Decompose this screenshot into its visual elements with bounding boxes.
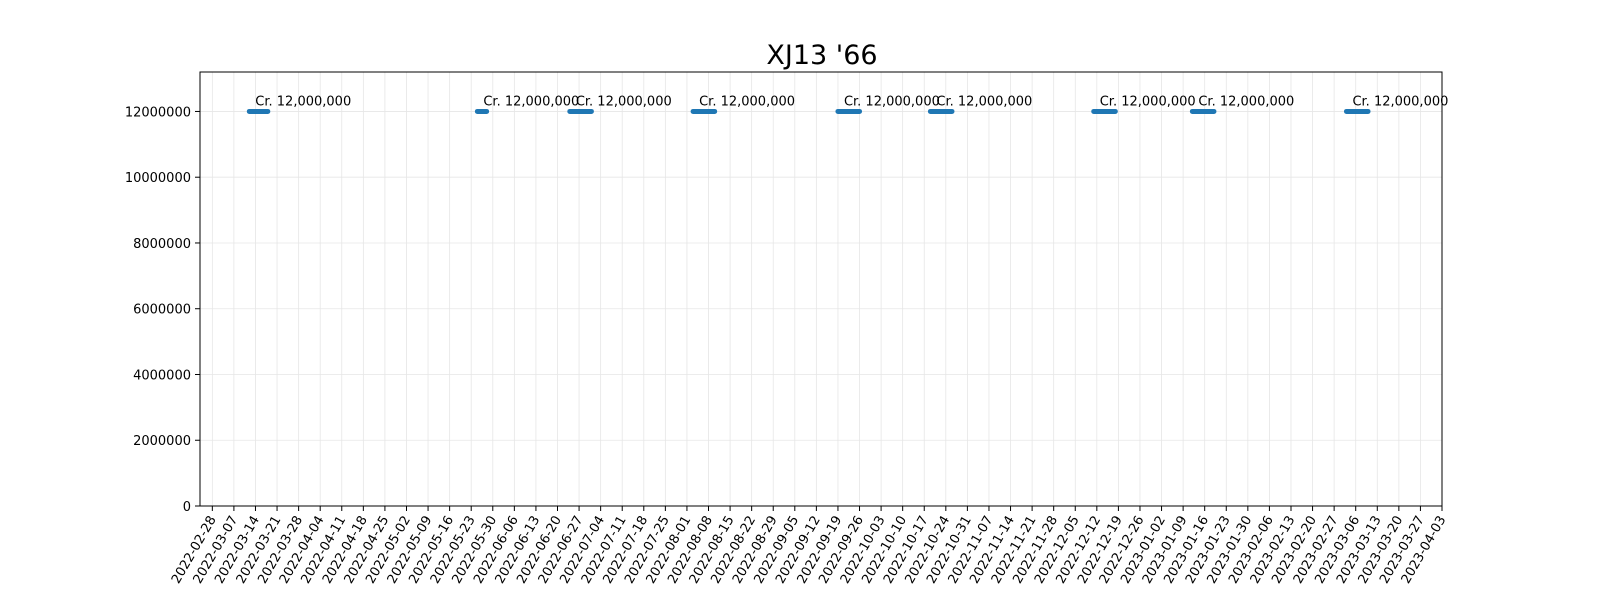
y-tick-label: 8000000 [133,237,191,252]
y-tick-label: 4000000 [133,368,191,383]
grid [200,72,1443,507]
data-label: Cr. 12,000,000 [576,94,672,109]
y-tick-label: 2000000 [133,434,191,449]
data-label: Cr. 12,000,000 [936,94,1032,109]
data-label: Cr. 12,000,000 [1352,94,1448,109]
data-label: Cr. 12,000,000 [1198,94,1294,109]
data-label: Cr. 12,000,000 [483,94,579,109]
y-axis: 0 2000000 4000000 6000000 8000000 10000000 120… [125,105,200,515]
data-label: Cr. 12,000,000 [699,94,795,109]
data-label: Cr. 12,000,000 [1100,94,1196,109]
y-tick-label: 10000000 [125,171,191,186]
y-tick-label: 0 [183,500,191,515]
data-label: Cr. 12,000,000 [844,94,940,109]
y-tick-label: 6000000 [133,303,191,318]
chart-title: XJ13 '66 [766,40,877,71]
plot-area-frame [199,71,1443,507]
data-label: Cr. 12,000,000 [255,94,351,109]
y-tick-label: 12000000 [125,105,191,120]
